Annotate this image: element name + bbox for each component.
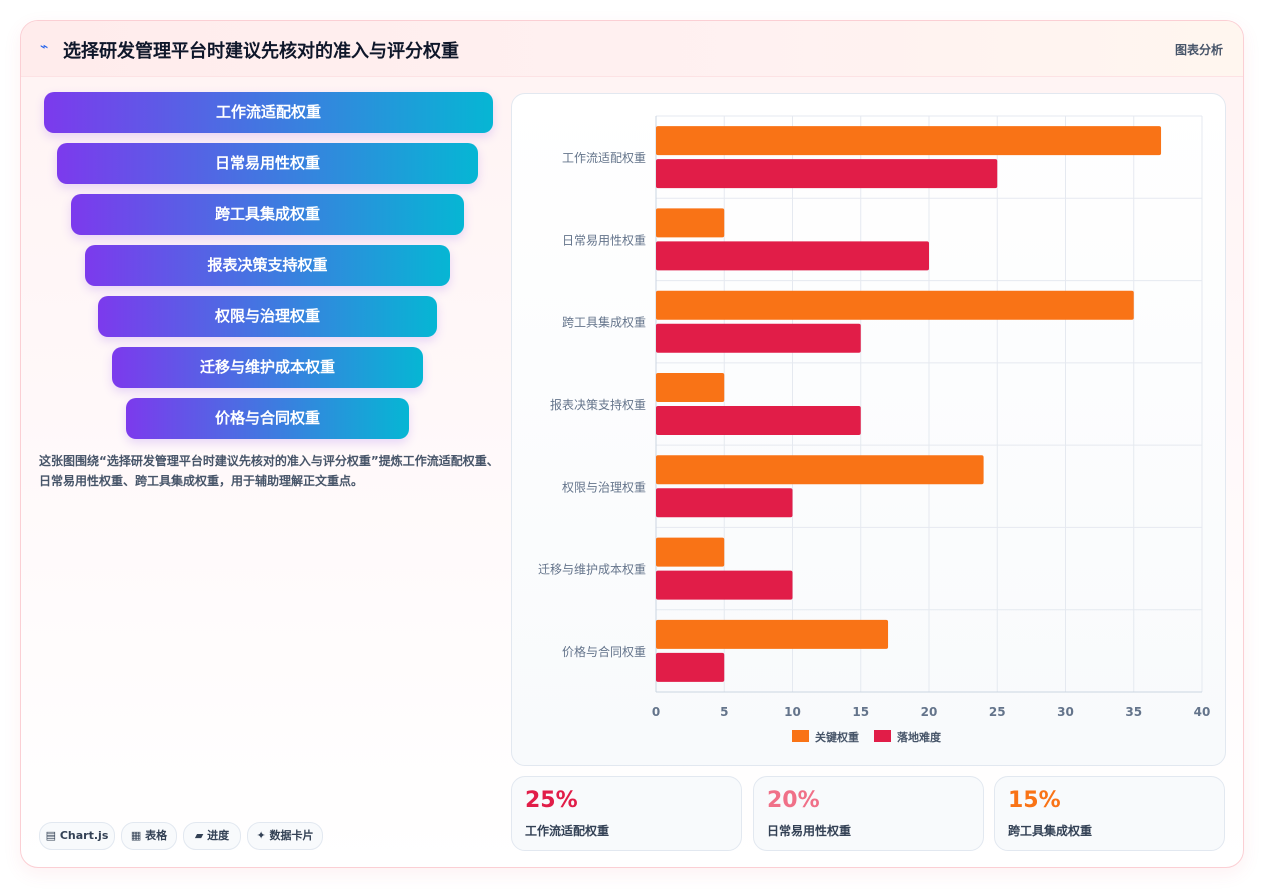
description-text: 这张图围绕“选择研发管理平台时建议先核对的准入与评分权重”提炼工作流适配权重、日… — [39, 454, 499, 488]
x-tick-label: 30 — [1057, 705, 1074, 719]
stat-card-usability: 20% 日常易用性权重 — [753, 776, 984, 851]
main-card: ⌁ 选择研发管理平台时建议先核对的准入与评分权重 图表分析 工作流适配权重 日常… — [20, 20, 1244, 868]
stat-label: 日常易用性权重 — [767, 824, 852, 838]
bar — [656, 488, 793, 518]
bar — [656, 373, 725, 402]
bar — [656, 537, 725, 567]
y-tick-label: 报表决策支持权重 — [550, 397, 646, 412]
x-tick-label: 40 — [1194, 705, 1211, 719]
legend-swatch — [792, 730, 809, 742]
funnel-item-migration: 迁移与维护成本权重 — [112, 347, 423, 388]
chip-label: 数据卡片 — [269, 829, 314, 842]
funnel-item-governance: 权限与治理权重 — [98, 296, 437, 337]
stat-value: 25% — [525, 788, 578, 813]
chip-table[interactable]: ▦ 表格 — [121, 822, 177, 850]
funnel-item-integration: 跨工具集成权重 — [71, 194, 464, 235]
sparkle-icon: ✦ — [256, 829, 266, 842]
funnel-item-workflow: 工作流适配权重 — [44, 92, 493, 133]
bar-chart: 工作流适配权重日常易用性权重跨工具集成权重报表决策支持权重权限与治理权重迁移与维… — [538, 115, 1211, 744]
y-tick-label: 工作流适配权重 — [562, 151, 646, 165]
legend-label: 关键权重 — [815, 730, 859, 744]
chart-analysis-label: 图表分析 — [1174, 43, 1223, 57]
bar — [656, 290, 1134, 320]
bar — [656, 619, 889, 649]
bar — [656, 570, 793, 600]
page-title: 选择研发管理平台时建议先核对的准入与评分权重 — [63, 41, 459, 62]
x-tick-label: 10 — [784, 705, 801, 719]
funnel-item-reporting: 报表决策支持权重 — [85, 245, 450, 286]
x-tick-label: 35 — [1125, 705, 1142, 719]
legend-label: 落地难度 — [897, 730, 942, 744]
stat-label: 跨工具集成权重 — [1008, 824, 1093, 838]
x-tick-label: 15 — [852, 705, 869, 719]
x-tick-label: 0 — [652, 705, 660, 719]
pulse-icon: ⌁ — [40, 39, 49, 55]
legend-swatch — [874, 730, 891, 742]
y-tick-label: 权限与治理权重 — [562, 480, 646, 494]
funnel-item-usability: 日常易用性权重 — [57, 143, 478, 184]
chip-progress[interactable]: ▰ 进度 — [183, 822, 241, 850]
chart-icon: ▤ — [45, 829, 57, 842]
bar — [656, 159, 998, 189]
bar — [656, 126, 1162, 156]
bar — [656, 241, 929, 271]
chip-chartjs[interactable]: ▤ Chart.js — [39, 822, 115, 850]
funnel-item-pricing: 价格与合同权重 — [126, 398, 409, 439]
bar — [656, 406, 861, 435]
stat-card-workflow: 25% 工作流适配权重 — [511, 776, 742, 851]
bar — [656, 323, 861, 353]
progress-icon: ▰ — [194, 829, 204, 842]
stat-value: 20% — [767, 788, 820, 813]
header: ⌁ 选择研发管理平台时建议先核对的准入与评分权重 图表分析 — [21, 21, 1243, 77]
bar — [656, 455, 984, 485]
stat-value: 15% — [1008, 788, 1061, 813]
x-tick-label: 20 — [921, 705, 938, 719]
stat-card-integration: 15% 跨工具集成权重 — [994, 776, 1225, 851]
y-tick-label: 迁移与维护成本权重 — [538, 563, 646, 577]
stat-label: 工作流适配权重 — [525, 824, 610, 838]
y-tick-label: 跨工具集成权重 — [562, 315, 646, 330]
bar — [656, 652, 725, 682]
chip-label: Chart.js — [59, 829, 109, 842]
x-tick-label: 25 — [989, 705, 1006, 719]
y-tick-label: 日常易用性权重 — [562, 233, 646, 247]
bar — [656, 208, 725, 238]
x-tick-label: 5 — [720, 705, 728, 719]
chart-panel: 工作流适配权重 日常易用性权重 跨工具集成权重报表决策支持权重权限与治理权重迁移与维… — [511, 93, 1226, 766]
table-icon: ▦ — [130, 829, 142, 842]
y-tick-label: 价格与合同权重 — [562, 644, 646, 659]
chip-label: 进度 — [207, 829, 230, 842]
chip-label: 表格 — [145, 829, 168, 842]
chip-data-card[interactable]: ✦ 数据卡片 — [247, 822, 323, 850]
